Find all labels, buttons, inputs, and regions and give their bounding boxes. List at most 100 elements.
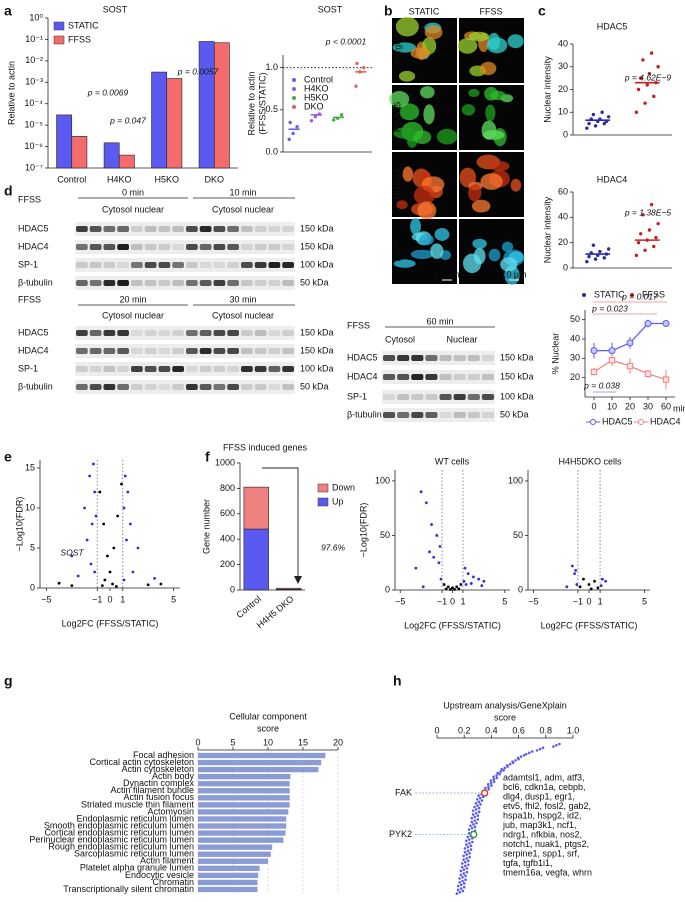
blot-band <box>158 226 171 232</box>
blot-band <box>268 226 281 232</box>
blot-band <box>103 384 116 390</box>
point <box>465 870 469 874</box>
reduction-arrow <box>262 467 299 580</box>
row-label: Merged <box>392 35 402 66</box>
blot-band <box>172 244 184 250</box>
y-tick-label: 0 <box>563 262 568 272</box>
cell <box>468 88 480 98</box>
dot <box>649 51 654 55</box>
point <box>93 490 97 494</box>
point <box>467 831 471 835</box>
blot-band <box>103 244 116 250</box>
blot-band <box>144 348 157 354</box>
blot-band <box>89 384 102 390</box>
blot-background <box>75 222 295 236</box>
cell <box>410 249 434 259</box>
dot <box>656 221 660 226</box>
blot-band <box>186 226 198 232</box>
blot-band <box>117 348 129 354</box>
blot-band <box>158 384 171 390</box>
time-label: 60 min <box>426 316 453 326</box>
blot-band <box>282 226 294 232</box>
dot <box>606 115 611 119</box>
size-label: 100 kDa <box>300 363 334 373</box>
point <box>93 570 97 574</box>
blot-background <box>382 390 495 404</box>
row-label: HDAC4 <box>392 169 402 200</box>
bar <box>198 830 286 836</box>
marker <box>608 347 616 355</box>
point <box>108 570 112 574</box>
blot-background <box>382 408 495 422</box>
category-label: Endoplasmic reticulum lumen <box>76 813 194 823</box>
column-label: STATIC <box>409 6 440 16</box>
x-tick-label: 10 <box>607 401 617 411</box>
blot-band <box>199 366 212 372</box>
blot-band <box>383 355 396 361</box>
marker <box>662 320 670 328</box>
fraction-label: Cytosol nuclear <box>212 204 274 214</box>
y-tick-label: 40 <box>570 333 580 343</box>
point <box>477 810 481 814</box>
cell <box>490 161 510 172</box>
y-tick-label: 10⁰ <box>29 12 43 22</box>
x-tick-label: −1 <box>437 596 447 606</box>
point <box>125 538 128 542</box>
chart-title: SOST <box>103 4 128 14</box>
chart-title: score <box>494 712 516 722</box>
y-tick-label: 0 <box>385 584 390 594</box>
y-tick-label: 10⁻³ <box>25 77 43 87</box>
dot <box>362 65 366 70</box>
x-tick-label: 1 <box>120 594 125 604</box>
blot-band <box>268 244 281 250</box>
blot-band <box>383 374 396 380</box>
blot-band <box>144 262 157 268</box>
point <box>94 514 98 518</box>
point <box>98 490 102 494</box>
point <box>495 776 499 780</box>
point <box>487 785 490 789</box>
point <box>153 577 156 580</box>
point <box>471 840 474 844</box>
point <box>111 582 114 586</box>
point <box>461 889 465 893</box>
point <box>555 744 558 747</box>
point <box>464 878 467 881</box>
category-label: Chromatin <box>152 877 194 887</box>
size-label: 50 kDa <box>300 277 329 287</box>
cell <box>507 34 524 49</box>
blot-band <box>131 262 143 268</box>
blot-band <box>131 366 143 372</box>
legend-label: HDAC5 <box>602 416 633 426</box>
x-tick-label: 15 <box>298 737 308 747</box>
point <box>480 799 484 802</box>
category-label: Actomyosin <box>147 806 194 816</box>
cell <box>471 199 491 213</box>
point <box>473 805 476 809</box>
size-label: 100 kDa <box>300 259 334 269</box>
dot <box>309 119 314 123</box>
blot-band <box>411 394 424 400</box>
x-tick-label: 5 <box>502 596 507 606</box>
blot-band <box>241 348 253 354</box>
point <box>474 801 478 805</box>
y-tick-label: 15 <box>25 462 35 472</box>
legend-label: DKO <box>304 101 324 111</box>
point <box>469 824 472 828</box>
x-tick-label: H4KO <box>107 174 132 184</box>
blot-band <box>227 366 239 372</box>
fraction-label: Cytosol nuclear <box>102 310 164 320</box>
bar <box>198 802 290 808</box>
cell <box>396 200 408 210</box>
dot <box>639 232 643 236</box>
cell <box>423 104 435 125</box>
dot <box>602 121 606 126</box>
y-tick-label: 30 <box>570 353 580 363</box>
blot-band <box>397 412 410 418</box>
point <box>465 853 468 856</box>
blot-background <box>75 240 295 254</box>
legend-swatch <box>317 483 329 493</box>
point <box>461 879 464 883</box>
blot-band <box>158 280 171 286</box>
blot-band <box>227 280 239 286</box>
